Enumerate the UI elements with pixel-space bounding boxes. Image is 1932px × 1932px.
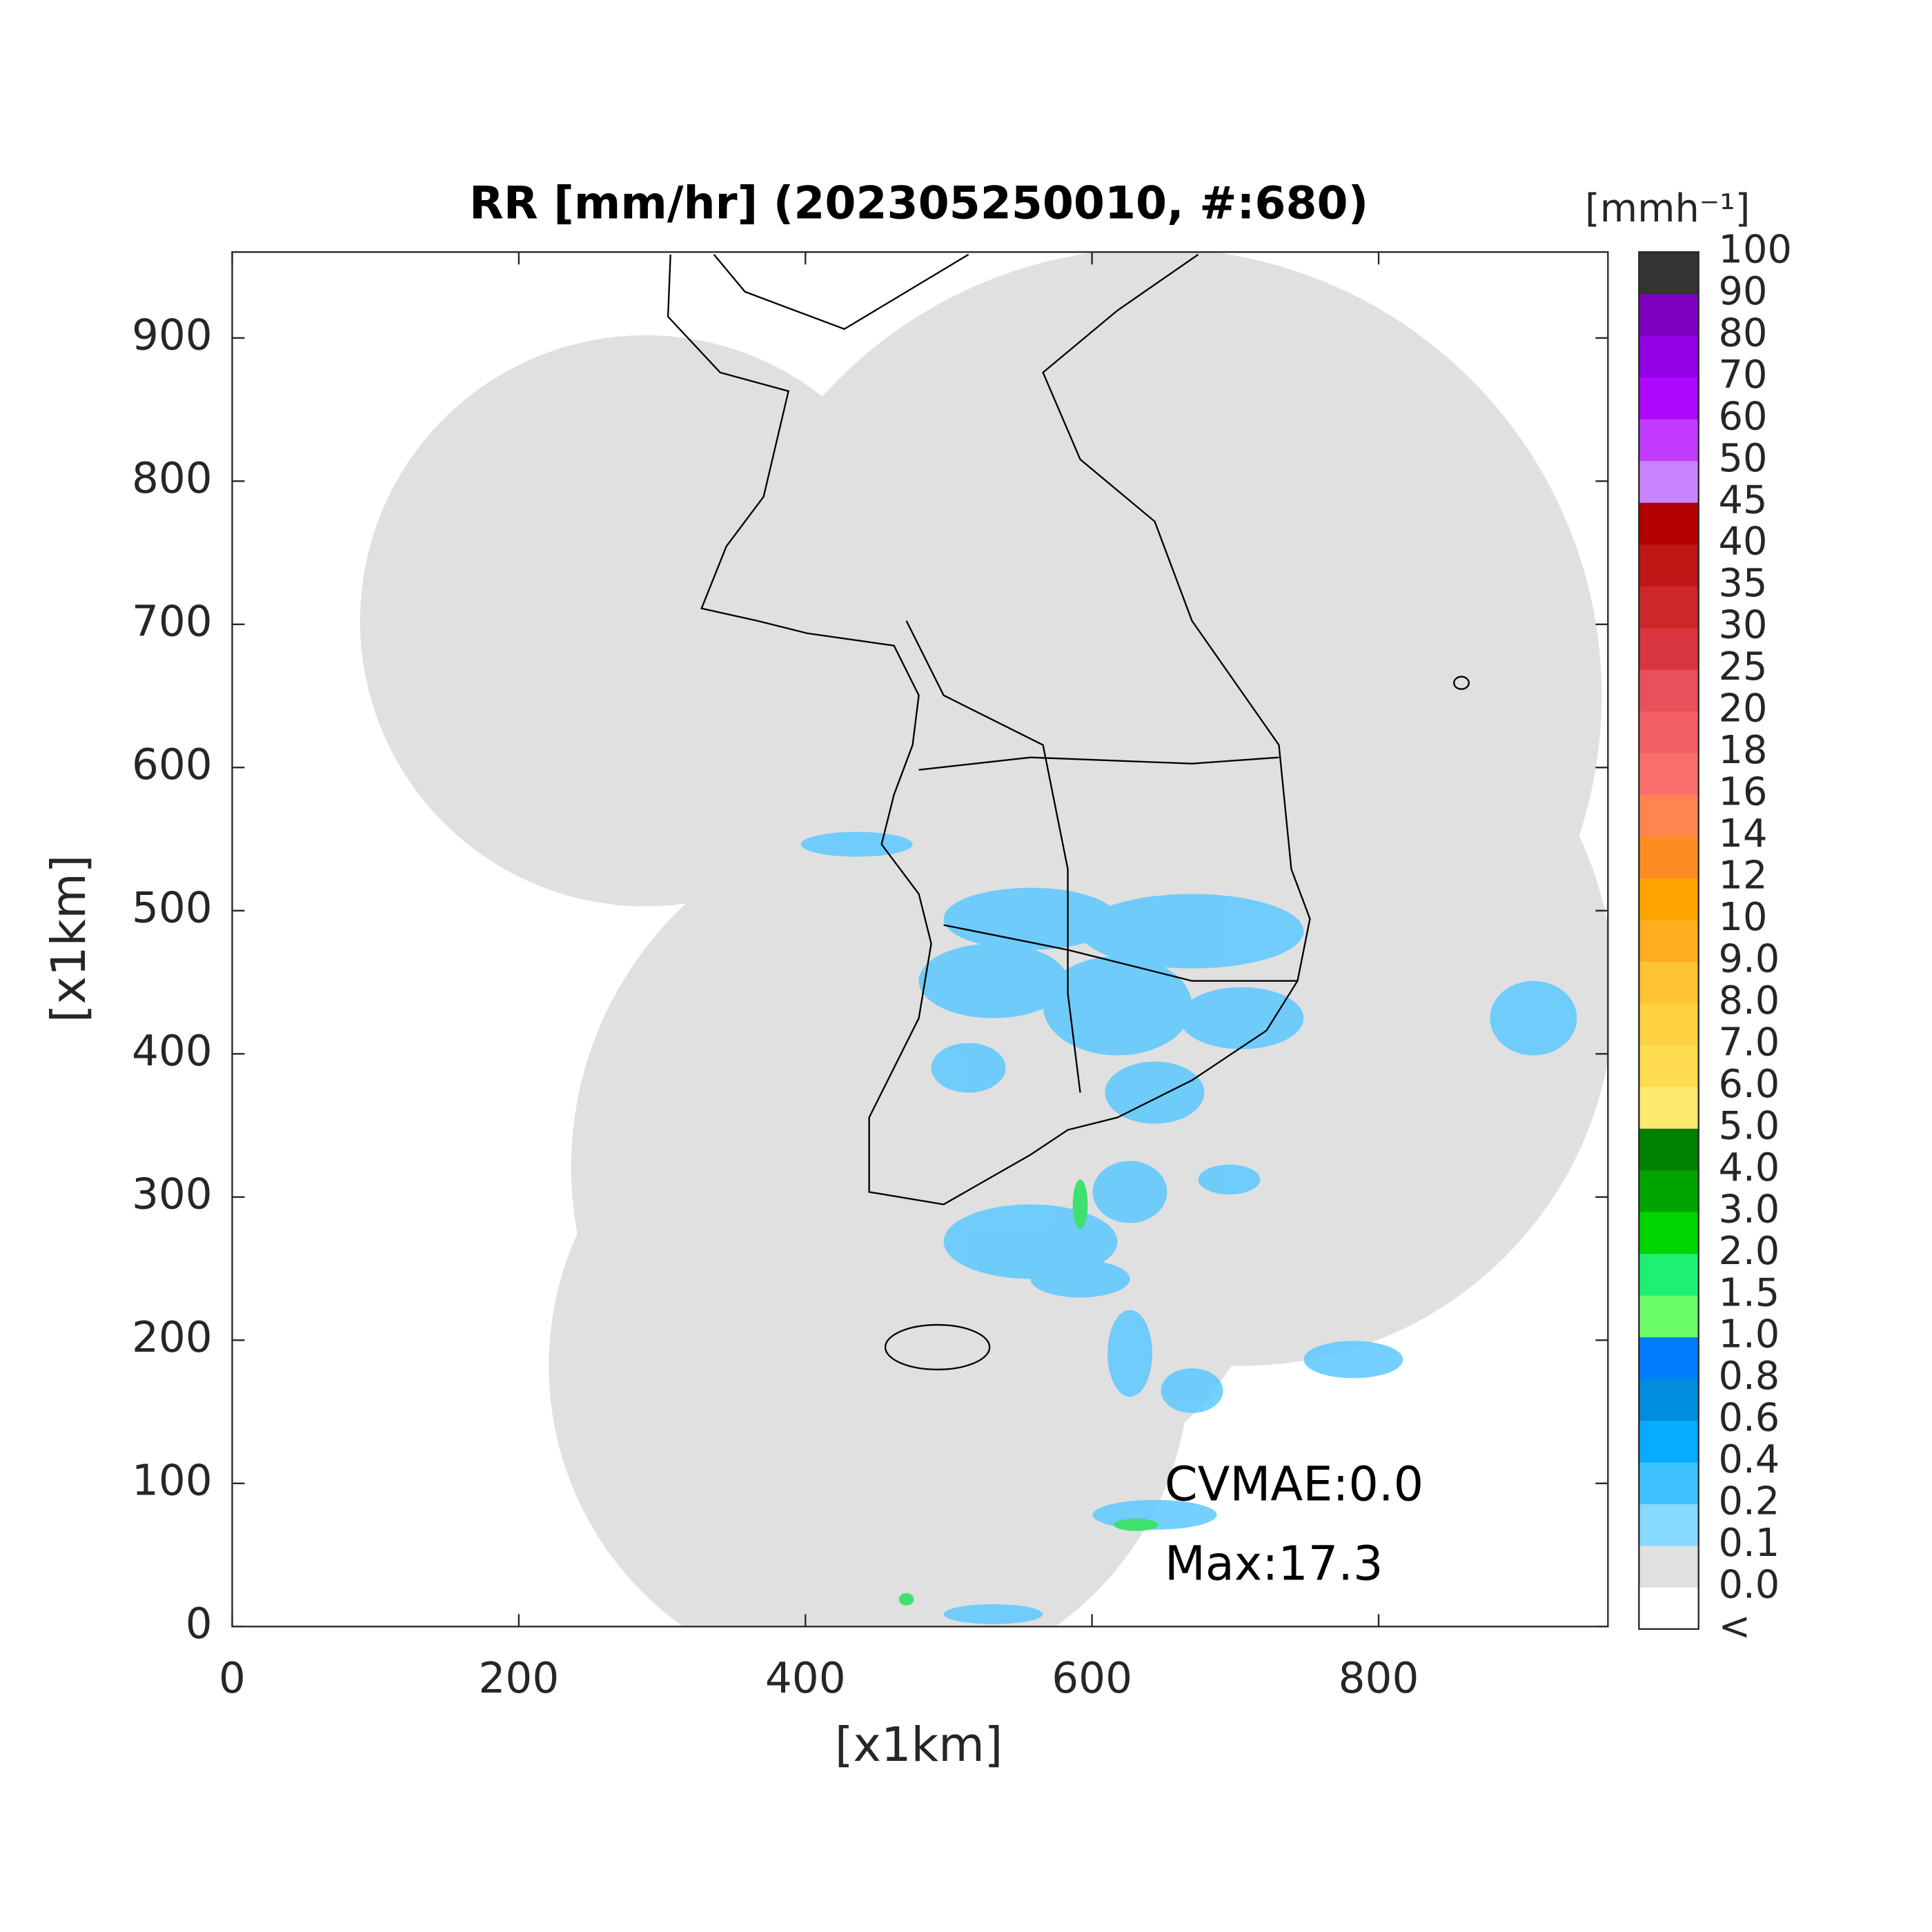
plot-frame	[231, 251, 1609, 1628]
y-tick-label: 500	[132, 883, 213, 932]
colorbar-box	[1639, 1337, 1699, 1379]
colorbar-box	[1639, 586, 1699, 629]
colorbar-box	[1639, 419, 1699, 462]
colorbar-tick-label: 2.0	[1718, 1229, 1780, 1274]
colorbar-tick-label: 25	[1718, 644, 1767, 689]
colorbar-box	[1639, 669, 1699, 712]
colorbar-tick-label: 5.0	[1718, 1103, 1780, 1148]
colorbar-box	[1639, 919, 1699, 962]
colorbar-label: [mmh⁻¹]	[1585, 186, 1750, 231]
colorbar-tick-label: 6.0	[1718, 1062, 1780, 1107]
x-axis-label: [x1km]	[835, 1718, 1003, 1773]
y-tick-label: 0	[186, 1599, 213, 1648]
x-tick-label: 0	[219, 1654, 246, 1703]
colorbar-tick-label: 70	[1718, 353, 1767, 397]
colorbar-box	[1639, 1462, 1699, 1505]
colorbar-tick-label: 90	[1718, 269, 1767, 314]
colorbar-tick-label: 30	[1718, 603, 1767, 648]
colorbar-tick-label: 1.0	[1718, 1312, 1780, 1357]
annotation-cvmae: CVMAE:0.0	[1165, 1457, 1423, 1512]
map-layer	[359, 252, 1608, 1627]
colorbar-box	[1639, 1587, 1699, 1630]
colorbar-box	[1639, 1128, 1699, 1171]
y-tick-label: 900	[132, 310, 213, 359]
colorbar-tick-label: 80	[1718, 310, 1767, 355]
colorbar-tick-label: 0.6	[1718, 1396, 1780, 1441]
colorbar-tick-label: 0.8	[1718, 1354, 1780, 1399]
colorbar-frame	[1638, 251, 1699, 1630]
colorbar-box	[1639, 377, 1699, 420]
colorbar-tick-label: 10	[1718, 895, 1767, 940]
colorbar-box	[1639, 627, 1699, 670]
colorbar-tick-label: 7.0	[1718, 1020, 1780, 1065]
colorbar-box	[1639, 1045, 1699, 1087]
colorbar-box	[1639, 293, 1699, 336]
colorbar-tick-label: 35	[1718, 561, 1767, 606]
colorbar-box	[1639, 1170, 1699, 1212]
y-tick-label: 600	[132, 740, 213, 789]
colorbar-tick-label: 50	[1718, 436, 1767, 481]
chart-title: RR [mm/hr] (202305250010, #:680)	[469, 177, 1368, 229]
y-tick-label: 700	[132, 597, 213, 646]
rain-echoes	[800, 831, 1577, 1624]
colorbar-box	[1639, 502, 1699, 545]
colorbar-box	[1639, 1253, 1699, 1296]
colorbar-box	[1639, 335, 1699, 378]
colorbar-box	[1639, 794, 1699, 837]
colorbar-box	[1639, 1504, 1699, 1546]
annotation-max: Max:17.3	[1165, 1537, 1383, 1591]
colorbar-tick-label: 16	[1718, 770, 1767, 815]
colorbar-tick-label: 4.0	[1718, 1145, 1780, 1190]
colorbar-box	[1639, 1212, 1699, 1254]
colorbar-box	[1639, 711, 1699, 753]
x-tick-label: 200	[479, 1654, 560, 1703]
colorbar-tick-label: 45	[1718, 477, 1767, 522]
colorbar-box	[1639, 1086, 1699, 1129]
colorbar-tick-label: 3.0	[1718, 1187, 1780, 1232]
colorbar-box	[1639, 1003, 1699, 1045]
colorbar-tick-label: <	[1718, 1604, 1751, 1649]
colorbar-box	[1639, 836, 1699, 878]
colorbar-box	[1639, 878, 1699, 920]
y-tick-label: 300	[132, 1170, 213, 1219]
colorbar-tick-label: 0.1	[1718, 1521, 1780, 1566]
x-tick-label: 400	[765, 1654, 846, 1703]
colorbar-tick-label: 1.5	[1718, 1270, 1780, 1315]
colorbar-box	[1639, 460, 1699, 503]
colorbar-tick-label: 18	[1718, 728, 1767, 773]
colorbar-tick-label: 8.0	[1718, 978, 1780, 1023]
y-tick-label: 100	[132, 1456, 213, 1505]
x-tick-label: 800	[1339, 1654, 1419, 1703]
colorbar-box	[1639, 1420, 1699, 1463]
colorbar-tick-label: 14	[1718, 811, 1767, 856]
colorbar-box	[1639, 752, 1699, 795]
colorbar-tick-label: 60	[1718, 394, 1767, 439]
colorbar-box	[1639, 1295, 1699, 1338]
colorbar-tick-label: 0.4	[1718, 1437, 1780, 1482]
y-tick-label: 200	[132, 1313, 213, 1362]
colorbar-box	[1639, 544, 1699, 586]
y-tick-label: 800	[132, 454, 213, 503]
rain-cores	[898, 1179, 1159, 1606]
colorbar-tick-label: 0.0	[1718, 1563, 1780, 1608]
y-axis-label: [x1km]	[42, 855, 97, 1023]
colorbar-box	[1639, 961, 1699, 1004]
colorbar-tick-label: 40	[1718, 520, 1767, 564]
colorbar-tick-label: 0.2	[1718, 1479, 1780, 1524]
y-tick-label: 400	[132, 1027, 213, 1076]
x-tick-label: 600	[1052, 1654, 1132, 1703]
colorbar-box	[1639, 252, 1699, 295]
colorbar-tick-label: 20	[1718, 687, 1767, 731]
colorbar-tick-label: 12	[1718, 854, 1767, 898]
colorbar-tick-label: 9.0	[1718, 936, 1780, 981]
coastline	[667, 253, 1470, 1371]
colorbar-tick-label: 100	[1718, 227, 1791, 272]
colorbar-box	[1639, 1545, 1699, 1588]
colorbar-box	[1639, 1379, 1699, 1421]
